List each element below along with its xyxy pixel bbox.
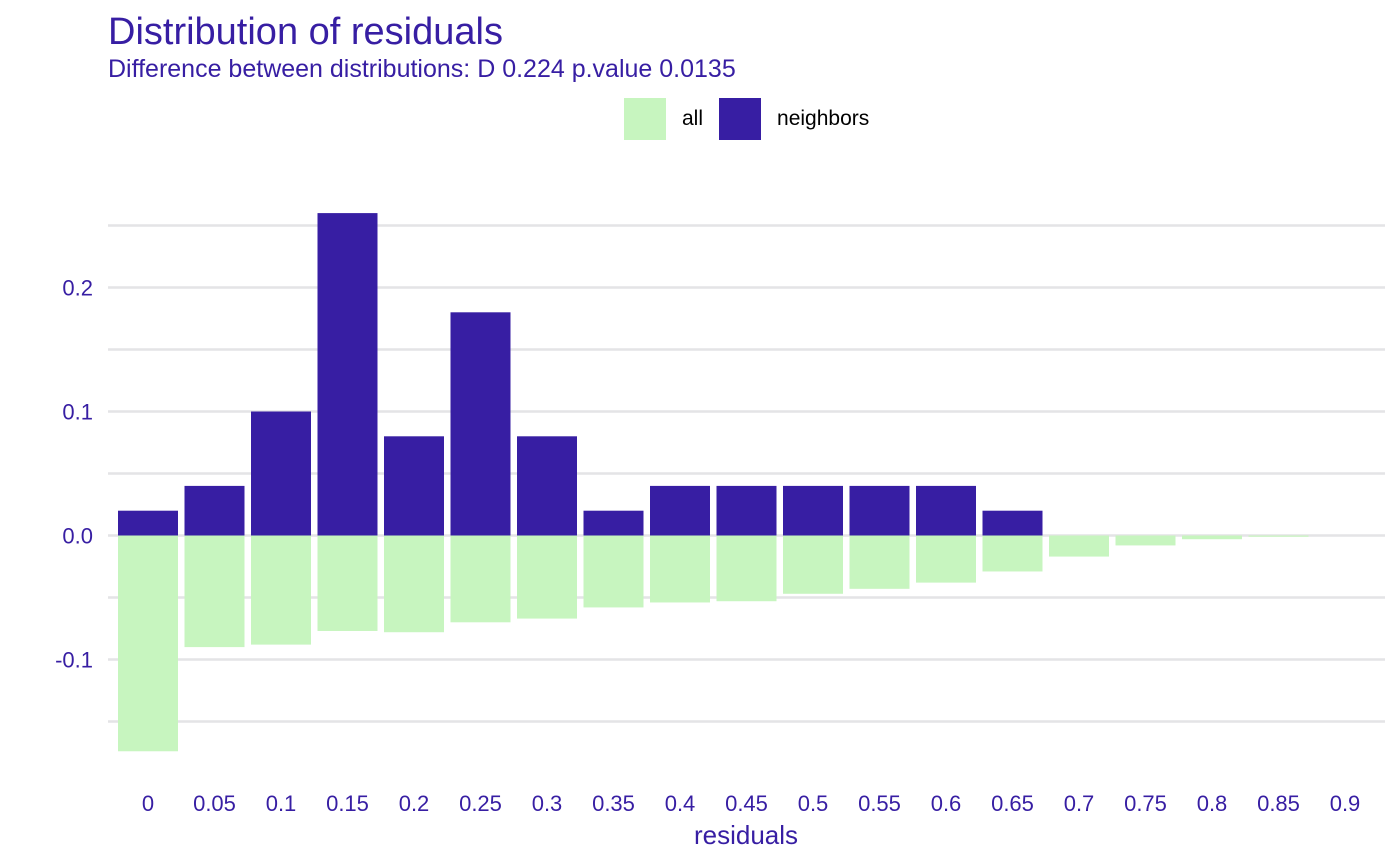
y-tick-label: -0.1 — [55, 648, 93, 673]
x-tick-label: 0.45 — [725, 791, 768, 816]
x-tick-label: 0.25 — [459, 791, 502, 816]
x-axis-ticks: 0 0.05 0.1 0.15 0.2 0.25 0.3 0.35 0.4 0.45 0.5 0.55… — [142, 791, 1360, 816]
bar-all — [384, 535, 444, 633]
y-axis-ticks: -0.1 0.0 0.1 0.2 — [55, 276, 93, 673]
bar-all — [1248, 535, 1309, 537]
bar-all — [583, 535, 644, 608]
bar-all — [118, 535, 178, 752]
bar-all — [1049, 535, 1109, 557]
legend: all neighbors — [624, 98, 885, 140]
bar-neighbors — [583, 510, 644, 536]
bar-all — [650, 535, 710, 603]
bar-neighbors — [251, 411, 311, 536]
x-tick-label: 0.75 — [1124, 791, 1167, 816]
bar-neighbors — [783, 485, 843, 536]
x-tick-label: 0.55 — [858, 791, 901, 816]
bar-neighbors — [184, 485, 245, 536]
x-tick-label: 0 — [142, 791, 154, 816]
x-axis-title: residuals — [694, 820, 798, 850]
x-tick-label: 0.05 — [193, 791, 236, 816]
bar-all — [251, 535, 311, 645]
x-tick-label: 0.7 — [1064, 791, 1095, 816]
bar-all — [184, 535, 245, 648]
x-tick-label: 0.6 — [931, 791, 962, 816]
bar-all — [916, 535, 976, 583]
x-tick-label: 0.3 — [532, 791, 563, 816]
bar-all — [1182, 535, 1242, 540]
bar-all — [849, 535, 910, 589]
bar-all — [450, 535, 511, 623]
bar-all — [517, 535, 577, 619]
legend-key-all — [624, 98, 666, 140]
legend-key-neighbors — [719, 98, 762, 140]
bar-neighbors — [450, 312, 511, 536]
x-tick-label: 0.1 — [266, 791, 297, 816]
x-tick-label: 0.8 — [1197, 791, 1228, 816]
y-tick-label: 0.2 — [62, 276, 93, 301]
y-tick-label: 0.0 — [62, 524, 93, 549]
x-tick-label: 0.5 — [798, 791, 829, 816]
bar-neighbors — [916, 485, 976, 536]
chart-subtitle: Difference between distributions: D 0.22… — [108, 55, 736, 83]
bar-all — [982, 535, 1043, 572]
bar-all — [783, 535, 843, 594]
bar-neighbors — [384, 436, 444, 536]
x-tick-label: 0.35 — [592, 791, 635, 816]
bar-neighbors — [650, 485, 710, 536]
x-tick-label: 0.65 — [991, 791, 1034, 816]
bar-all — [1115, 535, 1176, 546]
x-tick-label: 0.85 — [1257, 791, 1300, 816]
bar-all — [317, 535, 378, 631]
x-tick-label: 0.9 — [1330, 791, 1361, 816]
bar-neighbors — [517, 436, 577, 536]
x-tick-label: 0.2 — [399, 791, 430, 816]
legend-label-neighbors: neighbors — [777, 107, 870, 130]
x-tick-label: 0.4 — [665, 791, 696, 816]
legend-label-all: all — [682, 107, 704, 130]
series-all-bars — [118, 535, 1309, 752]
bar-neighbors — [849, 485, 910, 536]
bar-neighbors — [982, 510, 1043, 536]
x-tick-label: 0.15 — [326, 791, 369, 816]
bar-neighbors — [317, 213, 378, 536]
bar-all — [716, 535, 777, 602]
series-neighbors-bars — [118, 213, 1043, 536]
bar-neighbors — [118, 510, 178, 536]
bar-neighbors — [716, 485, 777, 536]
y-tick-label: 0.1 — [62, 400, 93, 425]
chart-title: Distribution of residuals — [108, 11, 503, 53]
